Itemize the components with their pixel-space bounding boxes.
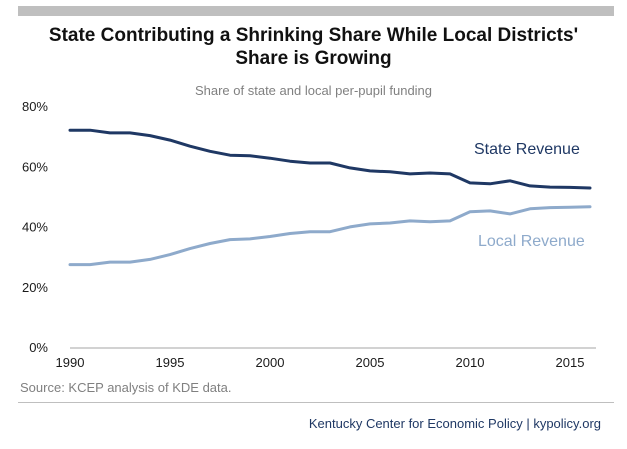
series-lines [68, 128, 592, 267]
y-tick-label: 80% [22, 99, 48, 114]
chart-subtitle: Share of state and local per-pupil fundi… [194, 83, 433, 98]
series-label-state-revenue: State Revenue [474, 141, 580, 158]
y-tick-label: 60% [22, 159, 48, 174]
chart-title: State Contributing a Shrinking Share Whi… [0, 24, 627, 70]
x-tick-label: 2005 [356, 355, 385, 370]
x-axis-ticks: 1990 1995 2000 2005 2010 2015 [56, 355, 585, 370]
chart-title-line-1: State Contributing a Shrinking Share Whi… [48, 25, 579, 46]
x-tick-label: 2000 [256, 355, 285, 370]
y-tick-label: 40% [22, 220, 48, 235]
chart-title-line-2: Share is Growing [235, 48, 392, 69]
y-tick-label: 20% [22, 280, 48, 295]
y-tick-label: 0% [29, 340, 48, 355]
footer-credit: Kentucky Center for Economic Policy | ky… [308, 416, 601, 431]
x-tick-label: 2010 [456, 355, 485, 370]
bottom-divider [18, 402, 614, 403]
top-divider-bar [18, 6, 614, 16]
series-line-state-revenue [68, 128, 592, 190]
y-axis-ticks: 0% 20% 40% 60% 80% [22, 99, 48, 355]
series-label-local-revenue: Local Revenue [478, 233, 585, 250]
source-note: Source: KCEP analysis of KDE data. [20, 380, 232, 395]
series-line-local-revenue [68, 205, 592, 267]
x-tick-label: 1990 [56, 355, 85, 370]
x-tick-label: 1995 [156, 355, 185, 370]
x-tick-label: 2015 [556, 355, 585, 370]
